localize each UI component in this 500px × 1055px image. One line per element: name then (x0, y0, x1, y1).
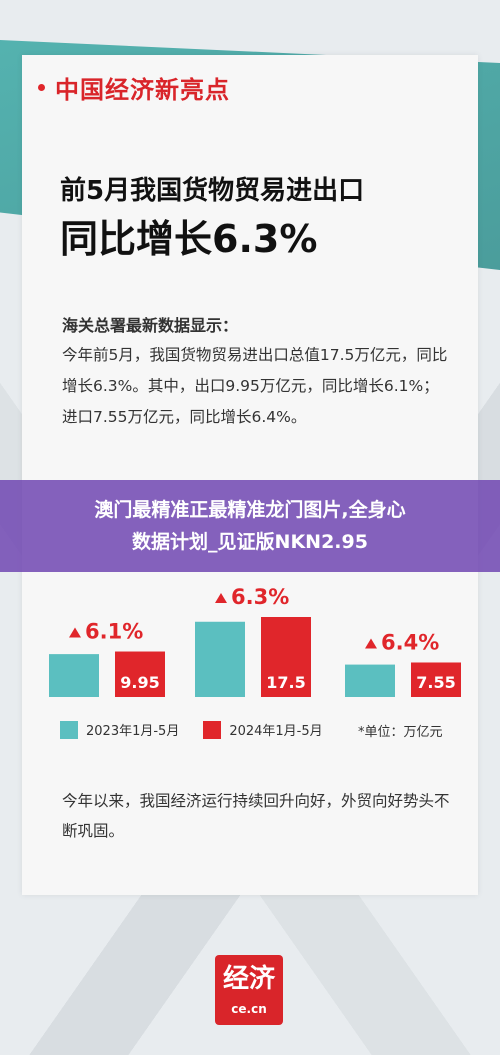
bar-chart: 9.95 6.1% 17.5 6.3% 7.55 6.4% (49, 585, 461, 697)
closing-paragraph: 今年以来，我国经济运行持续回升向好，外贸向好势头不断巩固。 (62, 792, 450, 840)
logo-glyph: 经济 (222, 964, 275, 994)
logo-domain: ce.cn (231, 1002, 267, 1016)
value-label-export: 9.95 (120, 673, 159, 692)
summary-paragraph: 今年前5月，我国货物贸易进出口总值17.5万亿元，同比增长6.3%。其中，出口9… (62, 346, 448, 426)
chart-legend: 2023年1月-5月 2024年1月-5月 (60, 720, 347, 739)
value-label-import: 7.55 (416, 673, 455, 692)
brand-header: 中国经济新亮点 (38, 70, 230, 105)
legend-label-2024: 2024年1月-5月 (229, 724, 323, 739)
headline-line-1: 前5月我国货物贸易进出口 (60, 176, 365, 206)
banner-line-1: 澳门最精准正最精准龙门图片,全身心 (94, 499, 406, 521)
value-label-total: 17.5 (266, 673, 305, 692)
bar-export-2023 (49, 654, 99, 697)
source-label: 海关总署最新数据显示： (62, 316, 239, 335)
banner-line-2: 数据计划_见证版NKN2.95 (132, 531, 368, 553)
up-triangle-icon-total (215, 593, 227, 603)
legend-item-2023: 2023年1月-5月 (60, 720, 179, 739)
up-triangle-icon-export (69, 627, 81, 638)
overlay-banner: 澳门最精准正最精准龙门图片,全身心 数据计划_见证版NKN2.95 (0, 480, 500, 572)
ce-logo: 经济 ce.cn (215, 955, 283, 1025)
brand-title: 中国经济新亮点 (55, 75, 230, 104)
chart-unit: *单位：万亿元 (358, 725, 443, 740)
legend-item-2024: 2024年1月-5月 (203, 720, 323, 739)
growth-label-import: 6.4% (381, 630, 439, 654)
growth-label-export: 6.1% (85, 620, 143, 644)
legend-swatch-2024 (203, 720, 222, 739)
bar-import-2024 (411, 662, 461, 697)
content-card (22, 55, 478, 895)
brand-dot-icon (38, 84, 45, 91)
up-triangle-icon-import (365, 638, 377, 649)
growth-label-total: 6.3% (231, 585, 289, 609)
bar-export-2024 (115, 651, 165, 697)
legend-label-2023: 2023年1月-5月 (86, 724, 180, 739)
bar-total-2023 (195, 621, 245, 697)
legend-swatch-2023 (60, 720, 78, 739)
bar-import-2023 (345, 664, 395, 697)
bar-total-2024 (261, 617, 311, 697)
headline-line-2: 同比增长6.3% (60, 217, 318, 261)
